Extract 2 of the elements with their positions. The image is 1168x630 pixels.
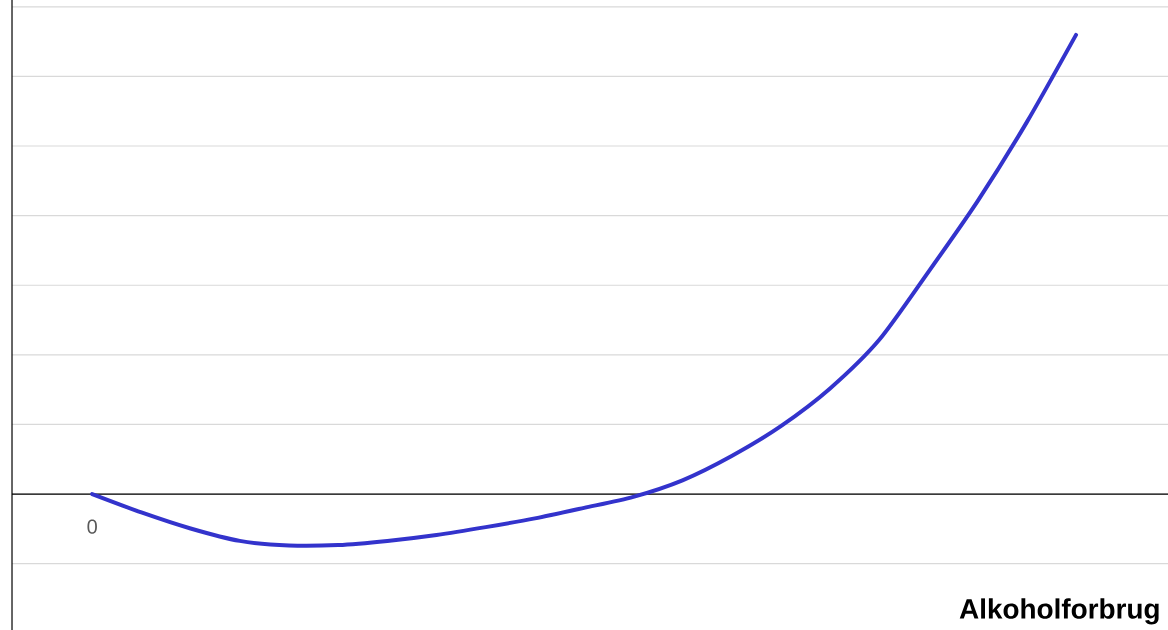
annotation: 0 xyxy=(87,519,97,534)
x-axis-title: Alkoholforbrug xyxy=(959,598,1159,625)
